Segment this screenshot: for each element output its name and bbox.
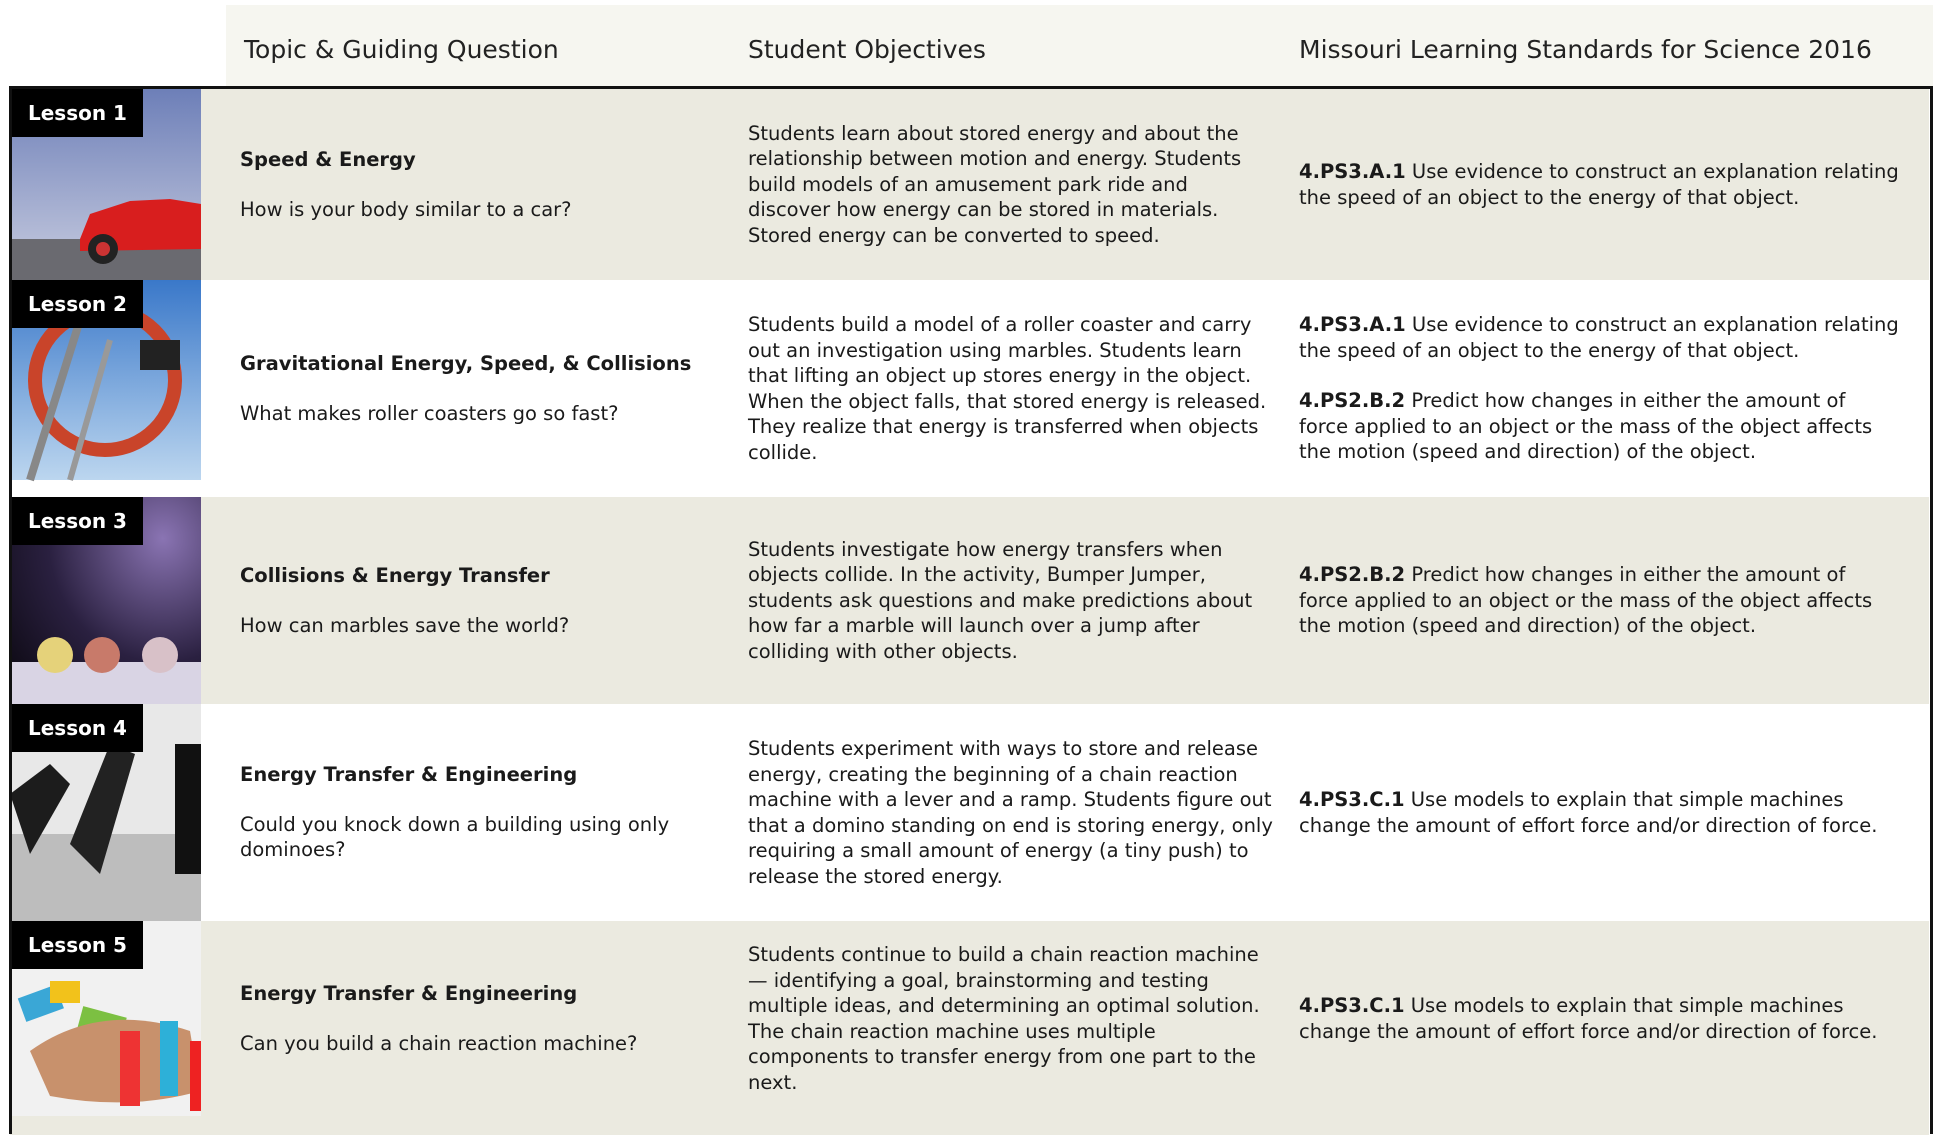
objectives-cell: Students experiment with ways to store a…: [748, 704, 1273, 921]
topic-cell: Energy Transfer & Engineering Can you bui…: [240, 921, 740, 1116]
standard: 4.PS3.C.1 Use models to explain that sim…: [1299, 787, 1899, 838]
guiding-question: Can you build a chain reaction machine?: [240, 1031, 638, 1055]
column-header: Missouri Learning Standards for Science …: [1299, 35, 1872, 64]
lesson-label: Lesson 1: [10, 89, 143, 137]
standard-code: 4.PS2.B.2: [1299, 563, 1406, 587]
standard: 4.PS2.B.2 Predict how changes in either …: [1299, 562, 1899, 639]
standards-cell: 4.PS2.B.2 Predict how changes in either …: [1299, 497, 1899, 704]
lesson-row: Lesson 4 Energy Transfer & Engineering Cou…: [10, 704, 1929, 921]
guiding-question: What makes roller coasters go so fast?: [240, 401, 619, 425]
topic-title: Energy Transfer & Engineering: [240, 763, 578, 787]
standard-text: Use models to explain that simple machin…: [1299, 994, 1878, 1043]
standard-text: Use models to explain that simple machin…: [1299, 788, 1878, 837]
objectives-text: Students learn about stored energy and a…: [748, 121, 1242, 247]
footer-strip: [10, 1116, 1929, 1135]
column-header: Student Objectives: [748, 35, 986, 64]
lesson-label: Lesson 4: [10, 704, 143, 752]
column-header: Topic & Guiding Question: [244, 35, 559, 64]
standard-code: 4.PS2.B.2: [1299, 389, 1406, 413]
standard: 4.PS2.B.2 Predict how changes in either …: [1299, 388, 1899, 465]
standard-code: 4.PS3.A.1: [1299, 160, 1406, 183]
standard: 4.PS3.A.1 Use evidence to construct an e…: [1299, 312, 1899, 363]
guiding-question: How can marbles save the world?: [240, 613, 570, 637]
objectives-cell: Students investigate how energy transfer…: [748, 497, 1273, 704]
standard-code: 4.PS3.C.1: [1299, 994, 1405, 1017]
standard-text: Predict how changes in either the amount…: [1299, 563, 1873, 638]
lesson-row: Lesson 1 Speed & Energy How is your body s…: [10, 89, 1929, 280]
standard: 4.PS3.C.1 Use models to explain that sim…: [1299, 993, 1899, 1044]
topic-title: Gravitational Energy, Speed, & Collision…: [240, 352, 692, 375]
standard-text: Use evidence to construct an explanation…: [1299, 313, 1899, 362]
guiding-question: How is your body similar to a car?: [240, 197, 572, 221]
standards-cell: 4.PS3.A.1 Use evidence to construct an e…: [1299, 280, 1899, 497]
lesson-image: Lesson 4: [10, 704, 201, 921]
standard-code: 4.PS3.A.1: [1299, 313, 1406, 337]
objectives-cell: Students build a model of a roller coast…: [748, 280, 1273, 497]
standard: 4.PS3.A.1 Use evidence to construct an e…: [1299, 159, 1899, 210]
standard-text: Use evidence to construct an explanation…: [1299, 160, 1899, 209]
objectives-cell: Students continue to build a chain react…: [748, 921, 1273, 1116]
objectives-text: Students build a model of a roller coast…: [748, 313, 1267, 464]
topic-title: Energy Transfer & Engineering: [240, 982, 578, 1005]
objectives-text: Students investigate how energy transfer…: [748, 537, 1253, 663]
lesson-label: Lesson 3: [10, 497, 143, 545]
objectives-text: Students experiment with ways to store a…: [748, 737, 1273, 888]
topic-cell: Speed & Energy How is your body similar t…: [240, 89, 740, 280]
topic-title: Speed & Energy: [240, 148, 416, 171]
standard-text: Predict how changes in either the amount…: [1299, 389, 1873, 464]
topic-cell: Gravitational Energy, Speed, & Collision…: [240, 280, 740, 497]
topic-cell: Energy Transfer & Engineering Could you k…: [240, 704, 740, 921]
lesson-label: Lesson 5: [10, 921, 143, 969]
lesson-row: Lesson 5 Energy Transfer & Engineering Can…: [10, 921, 1929, 1116]
lesson-image: Lesson 1: [10, 89, 201, 280]
header: Topic & Guiding Question Student Objecti…: [226, 5, 1933, 86]
lesson-image: Lesson 2: [10, 280, 201, 497]
standards-cell: 4.PS3.C.1 Use models to explain that sim…: [1299, 704, 1899, 921]
standards-cell: 4.PS3.C.1 Use models to explain that sim…: [1299, 921, 1899, 1116]
lesson-row: Lesson 3 Collisions & Energy Transfer How …: [10, 497, 1929, 704]
lesson-image: Lesson 3: [10, 497, 201, 704]
standard-code: 4.PS3.C.1: [1299, 788, 1405, 811]
standards-cell: 4.PS3.A.1 Use evidence to construct an e…: [1299, 89, 1899, 280]
topic-title: Collisions & Energy Transfer: [240, 564, 550, 587]
guiding-question: Could you knock down a building using on…: [240, 812, 670, 862]
lesson-image: Lesson 5: [10, 921, 201, 1116]
topic-cell: Collisions & Energy Transfer How can marb…: [240, 497, 740, 704]
lesson-row: Lesson 2 Gravitational Energy, Speed, & C…: [10, 280, 1929, 497]
objectives-cell: Students learn about stored energy and a…: [748, 89, 1273, 280]
objectives-text: Students continue to build a chain react…: [748, 943, 1260, 1094]
lesson-label: Lesson 2: [10, 280, 143, 328]
